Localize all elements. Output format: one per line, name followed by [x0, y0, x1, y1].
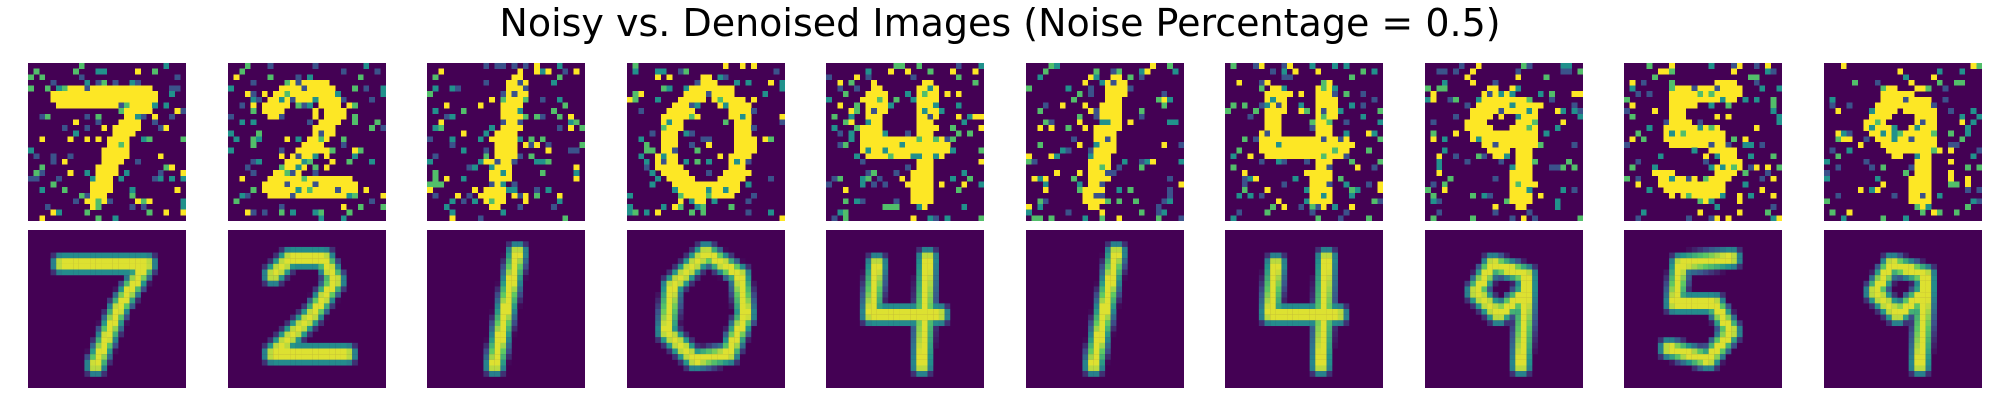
- figure-title: Noisy vs. Denoised Images (Noise Percent…: [499, 1, 1501, 45]
- noisy-image-2: [227, 63, 386, 221]
- noisy-image-9: [1624, 63, 1782, 221]
- noisy-image-1: [28, 63, 186, 221]
- denoised-image-2: [227, 230, 386, 388]
- denoised-image-8: [1424, 230, 1583, 388]
- noisy-image-4: [626, 63, 785, 221]
- noisy-image-7: [1225, 63, 1383, 221]
- noisy-image-3: [427, 63, 585, 221]
- denoised-image-9: [1624, 230, 1782, 388]
- denoised-image-1: [28, 230, 186, 388]
- denoised-image-5: [826, 230, 984, 388]
- noisy-image-5: [826, 63, 984, 221]
- denoised-image-4: [626, 230, 785, 388]
- denoised-image-10: [1823, 230, 1982, 388]
- noisy-image-6: [1025, 63, 1184, 221]
- denoised-image-6: [1025, 230, 1184, 388]
- denoised-image-7: [1225, 230, 1383, 388]
- noisy-image-8: [1424, 63, 1583, 221]
- noisy-image-10: [1823, 63, 1982, 221]
- denoised-image-3: [427, 230, 585, 388]
